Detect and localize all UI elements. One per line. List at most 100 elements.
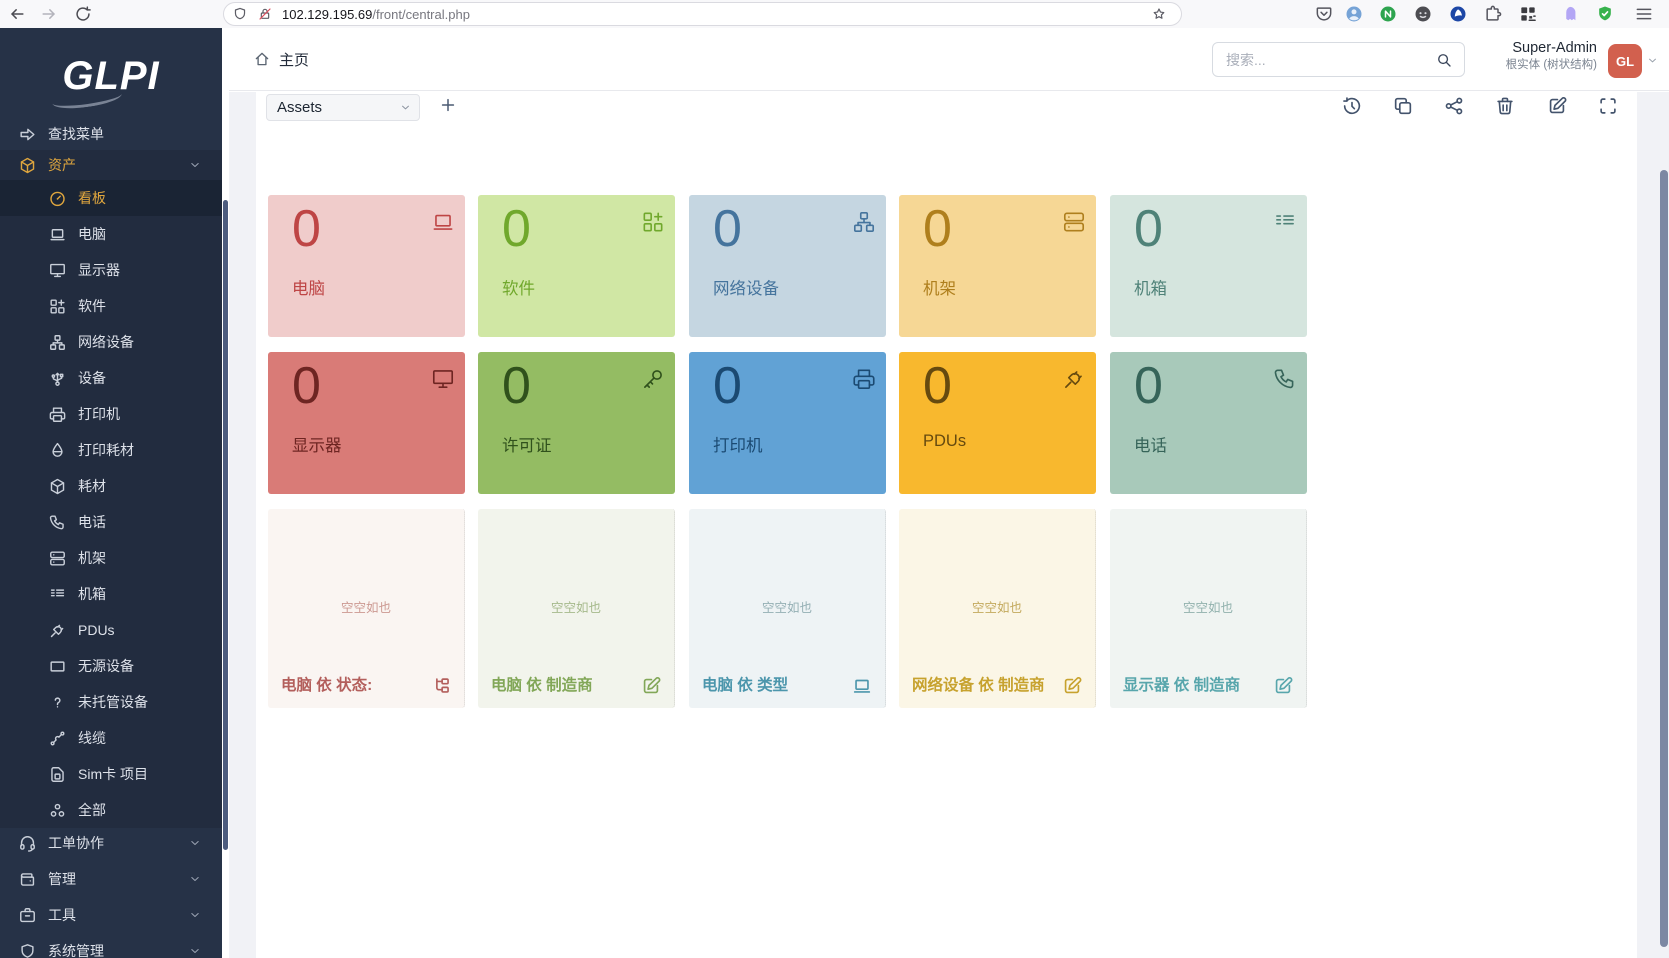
tampermonkey-icon[interactable] <box>1413 4 1433 24</box>
sidebar-item-cables[interactable]: 线缆 <box>0 720 222 756</box>
search-input[interactable] <box>1213 43 1464 76</box>
count-card-enclosures[interactable]: 0 机箱 <box>1110 195 1307 337</box>
edit-icon[interactable] <box>1546 95 1568 117</box>
count-card-network-devices[interactable]: 0 网络设备 <box>689 195 886 337</box>
sidebar-section-label: 资产 <box>48 157 76 173</box>
sitemap-icon <box>48 333 67 352</box>
sidebar-item-consumables[interactable]: 耗材 <box>0 468 222 504</box>
count-card-computers[interactable]: 0 电脑 <box>268 195 465 337</box>
page-scrollbar-thumb[interactable] <box>1660 170 1668 947</box>
sidebar-item-software[interactable]: 软件 <box>0 288 222 324</box>
apps-icon <box>48 297 67 316</box>
profile-extension-icon[interactable] <box>1344 4 1364 24</box>
chevron-down-icon[interactable] <box>1646 54 1659 67</box>
add-dashboard-button[interactable] <box>438 95 458 115</box>
history-icon[interactable] <box>1341 95 1363 117</box>
sidebar-scrollbar-thumb[interactable] <box>223 200 228 850</box>
sidebar-section-administration[interactable]: 系统管理 <box>0 936 222 958</box>
sidebar-section-management[interactable]: 管理 <box>0 864 222 894</box>
insecure-lock-icon[interactable] <box>257 6 273 22</box>
pocket-icon[interactable] <box>1314 4 1334 24</box>
tree-icon[interactable] <box>430 675 452 697</box>
chevron-down-icon <box>188 158 202 172</box>
count-card-software[interactable]: 0 软件 <box>478 195 675 337</box>
sidebar-item-label: 查找菜单 <box>48 126 104 142</box>
edit-icon[interactable] <box>1061 675 1083 697</box>
breadcrumb[interactable]: 主页 <box>253 28 309 90</box>
bookmark-star-icon[interactable] <box>1151 6 1167 22</box>
count-label: 显示器 <box>292 437 342 455</box>
ghost-extension-icon[interactable] <box>1560 4 1580 24</box>
usb-icon <box>48 369 67 388</box>
sidebar-item-unmanaged[interactable]: 未托管设备 <box>0 684 222 720</box>
search-icon[interactable] <box>1435 51 1453 69</box>
user-menu[interactable]: Super-Admin 根实体 (树状结构) <box>1506 39 1597 73</box>
cable-icon <box>48 729 67 748</box>
sidebar-item-passive-devices[interactable]: 无源设备 <box>0 648 222 684</box>
chart-card-monitors-by-manufacturer[interactable]: 空空如也 显示器 依 制造商 <box>1110 509 1307 708</box>
sidebar-item-dashboard[interactable]: 看板 <box>0 180 222 216</box>
empty-message: 空空如也 <box>550 601 601 615</box>
chart-card-computers-by-manufacturer[interactable]: 空空如也 电脑 依 制造商 <box>478 509 675 708</box>
count-card-pdus[interactable]: 0 PDUs <box>899 352 1096 494</box>
count-card-phones[interactable]: 0 电话 <box>1110 352 1307 494</box>
glpi-logo[interactable]: GLPI <box>62 54 160 98</box>
count-card-licenses[interactable]: 0 许可证 <box>478 352 675 494</box>
sidebar-item-monitors[interactable]: 显示器 <box>0 252 222 288</box>
chart-card-network-by-manufacturer[interactable]: 空空如也 网络设备 依 制造商 <box>899 509 1096 708</box>
apps-icon <box>640 209 666 235</box>
sidebar-item-simcards[interactable]: Sim卡 项目 <box>0 756 222 792</box>
share-icon[interactable] <box>1443 95 1465 117</box>
dashboard-content: Assets 0 电脑 0 软件 0 网络设备 0 机架 <box>229 92 1669 958</box>
sidebar-item-pdus[interactable]: PDUs <box>0 612 222 648</box>
server-icon <box>1061 209 1087 235</box>
sidebar-item-computers[interactable]: 电脑 <box>0 216 222 252</box>
sidebar-item-devices[interactable]: 设备 <box>0 360 222 396</box>
sidebar-section-assistance[interactable]: 工单协作 <box>0 828 222 858</box>
url-bar[interactable]: 102.129.195.69/front/central.php <box>224 3 1181 25</box>
adguard-shield-icon[interactable] <box>1595 4 1615 24</box>
sidebar-item-enclosures[interactable]: 机箱 <box>0 576 222 612</box>
shield-icon <box>18 942 37 958</box>
sidebar-section-assets[interactable]: 资产 <box>0 150 222 180</box>
count-card-monitors[interactable]: 0 显示器 <box>268 352 465 494</box>
count-card-printers[interactable]: 0 打印机 <box>689 352 886 494</box>
dashboard-selector[interactable]: Assets <box>266 94 420 121</box>
sidebar-item-cartridges[interactable]: 打印耗材 <box>0 432 222 468</box>
sidebar-item-racks[interactable]: 机架 <box>0 540 222 576</box>
notion-extension-icon[interactable] <box>1378 4 1398 24</box>
chart-card-computers-by-status[interactable]: 空空如也 电脑 依 状态: <box>268 509 465 708</box>
count-value: 0 <box>292 357 321 415</box>
empty-message: 空空如也 <box>340 601 391 615</box>
count-card-racks[interactable]: 0 机架 <box>899 195 1096 337</box>
chart-card-computers-by-type[interactable]: 空空如也 电脑 依 类型 <box>689 509 886 708</box>
laptop-icon <box>48 225 67 244</box>
qr-scanner-icon[interactable] <box>1518 4 1538 24</box>
count-value: 0 <box>1134 200 1163 258</box>
back-icon[interactable] <box>7 4 27 24</box>
edit-icon[interactable] <box>640 675 662 697</box>
reload-icon[interactable] <box>73 4 93 24</box>
key-icon <box>640 366 666 392</box>
sidebar-section-tools[interactable]: 工具 <box>0 900 222 930</box>
fullscreen-icon[interactable] <box>1597 95 1619 117</box>
extensions-puzzle-icon[interactable] <box>1483 4 1503 24</box>
laptop-icon[interactable] <box>851 675 873 697</box>
sidebar-item-printers[interactable]: 打印机 <box>0 396 222 432</box>
edit-icon[interactable] <box>1272 675 1294 697</box>
browser-menu-icon[interactable] <box>1634 4 1654 24</box>
chevron-down-icon <box>188 872 202 886</box>
sidebar-item-phones[interactable]: 电话 <box>0 504 222 540</box>
sidebar-item-network-devices[interactable]: 网络设备 <box>0 324 222 360</box>
chart-title: 网络设备 依 制造商 <box>912 677 1045 694</box>
sidebar-item-find-menu[interactable]: 查找菜单 <box>0 119 222 149</box>
trash-icon[interactable] <box>1494 95 1516 117</box>
tracking-shield-icon[interactable] <box>232 6 248 22</box>
forward-icon[interactable] <box>39 4 59 24</box>
proxy-ball-icon[interactable] <box>1448 4 1468 24</box>
count-value: 0 <box>1134 357 1163 415</box>
avatar[interactable]: GL <box>1608 44 1642 78</box>
sidebar-item-all-assets[interactable]: 全部 <box>0 792 222 828</box>
copy-icon[interactable] <box>1392 95 1414 117</box>
phone-icon <box>48 513 67 532</box>
